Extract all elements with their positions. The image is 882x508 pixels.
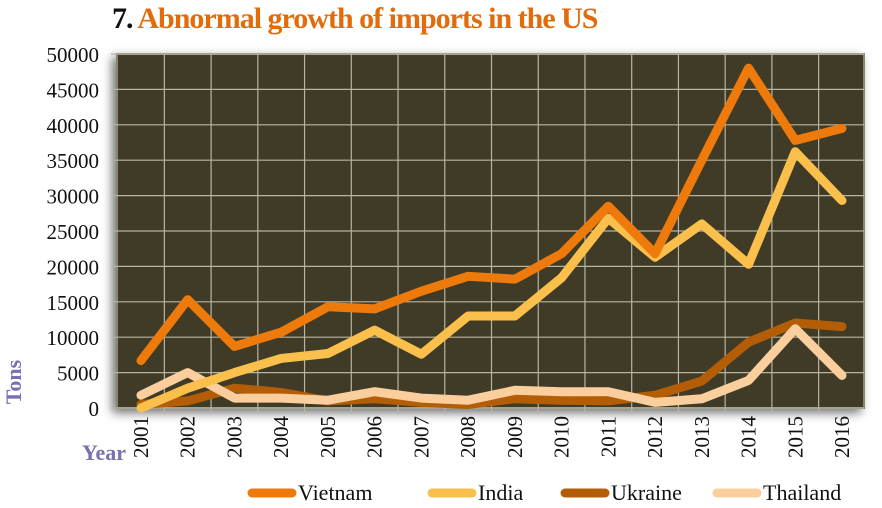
series-line-ukraine [136, 318, 847, 409]
x-tick-label: 2003 [222, 416, 246, 458]
y-tick-label: 25000 [47, 220, 100, 244]
legend-label: India [478, 480, 523, 505]
x-tick-label: 2005 [316, 416, 340, 458]
y-tick-label: 30000 [47, 185, 100, 209]
x-tick-label: 2012 [643, 416, 667, 458]
x-axis-label: Year [82, 440, 126, 465]
legend-label: Thailand [763, 480, 841, 505]
x-tick-label: 2010 [550, 416, 574, 458]
y-tick-label: 45000 [47, 78, 100, 102]
title-number: 7. [112, 2, 133, 35]
series-line-thailand [136, 324, 847, 407]
x-tick-label: 2004 [269, 416, 293, 459]
x-tick-label: 2006 [363, 416, 387, 458]
x-tick-label: 2007 [409, 416, 433, 458]
y-tick-label: 50000 [47, 43, 100, 67]
y-tick-label: 5000 [57, 362, 99, 386]
x-tick-label: 2015 [783, 416, 807, 458]
series-line-vietnam [136, 63, 847, 366]
y-tick-label: 10000 [47, 326, 100, 350]
legend-label: Ukraine [611, 480, 682, 505]
legend-label: Vietnam [298, 480, 372, 505]
y-tick-label: 35000 [47, 149, 100, 173]
series-line-india [136, 147, 847, 413]
x-tick-label: 2008 [456, 416, 480, 458]
x-tick-label: 2011 [596, 416, 620, 457]
x-tick-label: 2002 [176, 416, 200, 458]
x-tick-label: 2001 [129, 416, 153, 458]
x-tick-label: 2013 [690, 416, 714, 458]
chart-title: 7. Abnormal growth of imports in the US [112, 2, 599, 36]
y-tick-label: 40000 [47, 114, 100, 138]
title-text: Abnormal growth of imports in the US [137, 2, 598, 35]
x-tick-label: 2014 [737, 416, 761, 459]
y-axis-label: Tons [1, 359, 26, 404]
y-tick-label: 15000 [47, 291, 100, 315]
x-tick-label: 2009 [503, 416, 527, 458]
x-tick-label: 2016 [830, 416, 854, 458]
y-tick-label: 20000 [47, 255, 100, 279]
y-tick-label: 0 [89, 397, 100, 421]
